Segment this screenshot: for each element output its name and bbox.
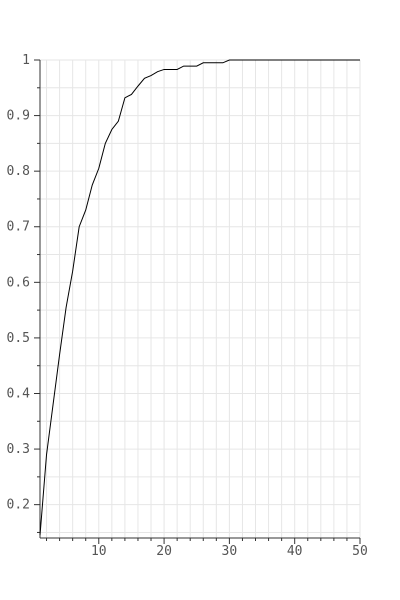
y-tick-label: 0.4 <box>7 386 31 401</box>
x-tick-label: 20 <box>156 544 172 559</box>
series-line <box>39 59 360 536</box>
x-tick-label: 10 <box>91 544 107 559</box>
grid <box>40 59 361 538</box>
y-tick-label: 0.9 <box>7 109 30 124</box>
y-tick-label: 0.7 <box>7 220 30 235</box>
y-tick-label: 0.2 <box>7 498 30 513</box>
x-tick-label: 40 <box>287 544 303 559</box>
tick-marks <box>34 59 361 544</box>
y-tick-label: 0.6 <box>7 275 30 290</box>
y-tick-label: 0.3 <box>7 442 30 457</box>
series <box>39 59 360 536</box>
x-tick-label: 50 <box>352 544 368 559</box>
y-tick-label: 0.8 <box>7 164 30 179</box>
y-tick-label: 1 <box>22 53 30 68</box>
tick-labels: 10 20 30 40 50 0.2 0.3 0.4 0.5 0.6 0.7 0.8 0.9 1 <box>7 53 368 559</box>
axes <box>39 60 360 539</box>
y-tick-label: 0.5 <box>7 331 30 346</box>
x-tick-label: 30 <box>222 544 238 559</box>
